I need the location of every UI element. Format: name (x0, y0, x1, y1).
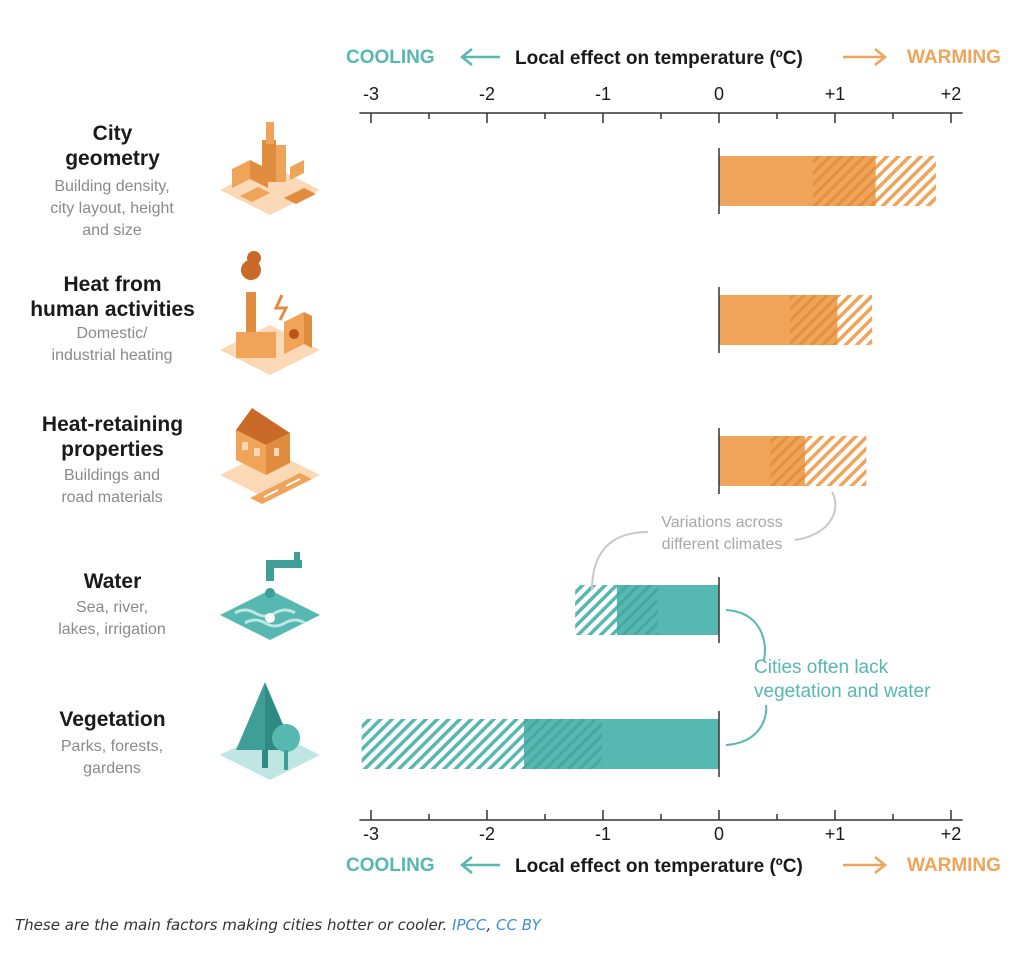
arrow-left-icon (459, 48, 500, 66)
axis-tick-label: -1 (595, 824, 611, 844)
annotation-cities-lack-line2: vegetation and water (754, 681, 931, 702)
annotation-cities-lack-line1: Cities often lack (754, 657, 889, 678)
axis-tick-label: -1 (595, 84, 611, 104)
axis-tick-label: 0 (714, 84, 724, 104)
tree-icon (220, 682, 320, 780)
factor-title-line: Heat from (63, 273, 162, 296)
axis-title-top: Local effect on temperature (ºC) (515, 48, 803, 69)
annotation-cities-lack: Cities often lack vegetation and water (725, 609, 931, 746)
axis-tick-label: 0 (714, 824, 724, 844)
arrow-left-icon (459, 856, 500, 874)
factor-title-line: human activities (30, 298, 195, 321)
factor-title-line: City (92, 122, 133, 145)
factor-subtitle-line: Sea, river, (75, 599, 149, 616)
bar-inner-1 (789, 295, 838, 345)
axis-tick-label: -3 (363, 84, 379, 104)
arrow-right-icon (843, 48, 888, 66)
factor-subtitle-line: Buildings and (63, 467, 161, 484)
bars (361, 156, 936, 769)
factor-title-line: Vegetation (59, 708, 166, 731)
house-road-icon (220, 408, 320, 504)
axis-tick-label: -2 (479, 84, 495, 104)
axis-title-bottom: Local effect on temperature (ºC) (515, 856, 803, 877)
caption-source-link[interactable]: IPCC (452, 916, 487, 934)
axis-tick-label: +1 (825, 824, 846, 844)
factor-subtitle-heat-human: Domestic/ industrial heating (12, 323, 212, 367)
factor-title-water: Water (0, 569, 225, 594)
factor-subtitle-line: gardens (83, 760, 141, 777)
annotation-variations: Variations across different climates (591, 491, 837, 591)
bar-inner-2 (770, 436, 805, 486)
caption-license-link[interactable]: CC BY (496, 916, 541, 934)
axis-tick-label: +2 (941, 84, 962, 104)
arrow-right-icon (843, 856, 888, 874)
factor-subtitle-heat-retaining: Buildings and road materials (12, 465, 212, 509)
city-buildings-icon (220, 122, 320, 215)
factor-subtitle-line: and size (82, 222, 142, 239)
axis-warming-label-bottom: WARMING (907, 855, 1001, 876)
bottom-axis: -3 -2 -1 0 +1 +2 (359, 810, 963, 844)
axis-cooling-label-top: COOLING (346, 47, 435, 68)
water-tap-icon (220, 552, 320, 640)
factor-subtitle-line: Domestic/ (76, 325, 148, 342)
factory-chimney-icon (220, 251, 320, 375)
factor-subtitle-city-geometry: Building density, city layout, height an… (12, 176, 212, 242)
factor-title-heat-retaining: Heat-retaining properties (0, 412, 225, 462)
factor-title-line: Heat-retaining (41, 413, 184, 436)
factor-subtitle-water: Sea, river, lakes, irrigation (12, 597, 212, 641)
annotation-variations-line2: different climates (662, 536, 783, 553)
bar-inner-0 (812, 156, 876, 206)
chart-area: COOLING Local effect on temperature (ºC)… (220, 47, 1001, 877)
figure-caption: These are the main factors making cities… (15, 916, 541, 934)
factor-subtitle-line: industrial heating (51, 347, 173, 364)
axis-tick-label: +2 (941, 824, 962, 844)
bar-inner-4 (524, 719, 603, 769)
top-axis: -3 -2 -1 0 +1 +2 (359, 84, 963, 123)
factor-subtitle-line: Building density, (54, 178, 170, 195)
factor-subtitle-line: road materials (61, 489, 163, 506)
axis-tick-label: +1 (825, 84, 846, 104)
factor-title-line: geometry (65, 147, 160, 170)
factor-subtitle-line: Parks, forests, (60, 738, 164, 755)
bar-inner-3 (616, 585, 658, 635)
annotation-variations-line1: Variations across (661, 514, 783, 531)
axis-tick-label: -3 (363, 824, 379, 844)
factor-title-heat-human: Heat from human activities (0, 272, 225, 322)
factor-title-line: properties (61, 438, 164, 461)
factor-title-vegetation: Vegetation (0, 707, 225, 732)
factor-title-line: Water (83, 570, 142, 593)
axis-warming-label-top: WARMING (907, 47, 1001, 68)
factor-subtitle-vegetation: Parks, forests, gardens (12, 736, 212, 780)
caption-separator: , (486, 916, 492, 934)
axis-cooling-label-bottom: COOLING (346, 855, 435, 876)
axis-tick-label: -2 (479, 824, 495, 844)
factor-subtitle-line: lakes, irrigation (58, 621, 166, 638)
caption-text: These are the main factors making cities… (15, 916, 448, 934)
factor-subtitle-line: city layout, height (50, 200, 174, 217)
factor-title-city-geometry: City geometry (0, 121, 225, 171)
